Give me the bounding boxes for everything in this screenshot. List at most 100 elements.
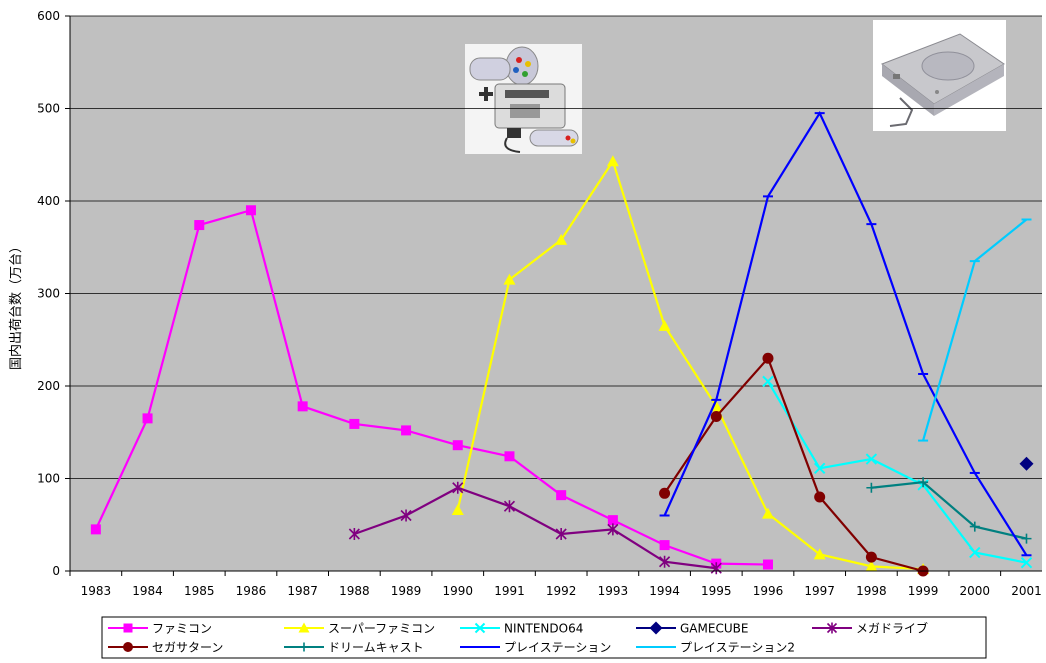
- legend-item: スーパーファミコン: [284, 622, 435, 636]
- console-icon: [880, 33, 1005, 116]
- legend-label: NINTENDO64: [504, 622, 583, 636]
- data-point: [866, 482, 877, 493]
- data-point: [503, 273, 516, 285]
- legend-marker: [123, 623, 133, 633]
- data-point: [297, 401, 308, 412]
- data-point: [401, 425, 412, 436]
- y-tick-label: 300: [37, 287, 60, 301]
- series-4: [348, 481, 722, 575]
- y-tick-label: 600: [37, 9, 60, 23]
- data-point: [865, 453, 878, 465]
- y-tick-label: 500: [37, 102, 60, 116]
- x-tick-label: 1988: [339, 584, 370, 598]
- data-point: [245, 205, 256, 216]
- legend-marker: [298, 622, 310, 633]
- data-point: [659, 487, 671, 499]
- legend-marker: [649, 621, 663, 635]
- legend-label: ファミコン: [152, 622, 212, 636]
- legend-marker: [826, 622, 838, 634]
- data-point: [194, 220, 205, 231]
- x-tick-label: 1993: [598, 584, 629, 598]
- x-tick-label: 1986: [236, 584, 267, 598]
- data-point: [813, 548, 826, 560]
- legend-label: ドリームキャスト: [328, 641, 424, 655]
- data-point: [710, 411, 722, 423]
- data-point: [452, 481, 464, 494]
- x-tick-label: 2001: [1011, 584, 1042, 598]
- console-icon: [494, 83, 566, 138]
- legend-item: ファミコン: [108, 622, 212, 636]
- data-point: [451, 503, 464, 515]
- data-point: [762, 352, 774, 364]
- series-line: [663, 110, 1028, 556]
- legend-item: GAMECUBE: [636, 621, 748, 636]
- legend-marker: [123, 642, 133, 652]
- legend-label: セガサターン: [152, 641, 223, 655]
- y-tick-label: 0: [52, 564, 60, 578]
- data-point: [504, 451, 515, 462]
- data-point: [865, 560, 878, 572]
- data-point: [659, 555, 671, 568]
- data-point: [762, 559, 773, 570]
- series-7: [659, 110, 1032, 557]
- series-0: [90, 205, 773, 570]
- x-tick-label: 1999: [908, 584, 939, 598]
- data-point: [555, 528, 567, 540]
- y-tick-label: 200: [37, 379, 60, 393]
- data-point: [658, 319, 671, 331]
- data-point: [969, 521, 980, 532]
- data-point: [918, 477, 929, 488]
- x-tick-label: 1992: [546, 584, 577, 598]
- legend-item: プレイステーション: [460, 641, 611, 655]
- series-3: [1019, 456, 1034, 471]
- playstation-console-photo: [873, 20, 1006, 131]
- series-line: [767, 380, 1027, 564]
- data-point: [814, 491, 826, 503]
- y-axis-label: 国内出荷台数（万台）: [8, 240, 24, 370]
- data-point: [762, 375, 774, 388]
- x-tick-label: 1987: [287, 584, 318, 598]
- data-point: [348, 528, 360, 540]
- series-line: [353, 486, 717, 570]
- legend-item: セガサターン: [108, 641, 223, 655]
- data-point: [659, 540, 670, 551]
- x-tick-label: 1990: [442, 584, 473, 598]
- y-tick-label: 100: [37, 472, 60, 486]
- series-line: [871, 481, 1027, 540]
- x-tick-label: 1983: [81, 584, 112, 598]
- series-1: [451, 155, 930, 575]
- data-point: [761, 507, 774, 519]
- data-point: [969, 546, 981, 559]
- data-point: [452, 440, 463, 451]
- data-point: [1020, 556, 1033, 569]
- data-point: [556, 490, 567, 501]
- series-8: [918, 218, 1032, 442]
- data-point: [606, 155, 619, 167]
- data-point: [1021, 533, 1032, 544]
- data-point: [503, 500, 516, 513]
- legend-label: プレイステーション2: [680, 641, 795, 655]
- x-tick-label: 1995: [701, 584, 732, 598]
- legend-item: プレイステーション2: [636, 641, 795, 655]
- super-famicom-console-photo: [465, 44, 582, 154]
- series-line: [663, 356, 924, 573]
- data-point: [90, 524, 101, 535]
- legend-item: メガドライブ: [812, 621, 928, 636]
- x-tick-label: 1998: [856, 584, 887, 598]
- x-tick-label: 1985: [184, 584, 215, 598]
- data-point: [865, 551, 877, 563]
- legend-marker: [474, 622, 486, 634]
- controller-icon: [469, 46, 539, 101]
- data-point: [1019, 456, 1034, 471]
- series-6: [866, 477, 1032, 544]
- data-point: [607, 515, 618, 526]
- legend-label: メガドライブ: [856, 621, 928, 636]
- series-line: [456, 158, 924, 571]
- x-tick-label: 1991: [494, 584, 525, 598]
- data-point: [349, 418, 360, 429]
- data-point: [607, 523, 619, 536]
- x-tick-label: 1994: [649, 584, 680, 598]
- legend-label: プレイステーション: [504, 641, 611, 655]
- x-tick-label: 1997: [804, 584, 835, 598]
- legend-marker: [299, 642, 309, 652]
